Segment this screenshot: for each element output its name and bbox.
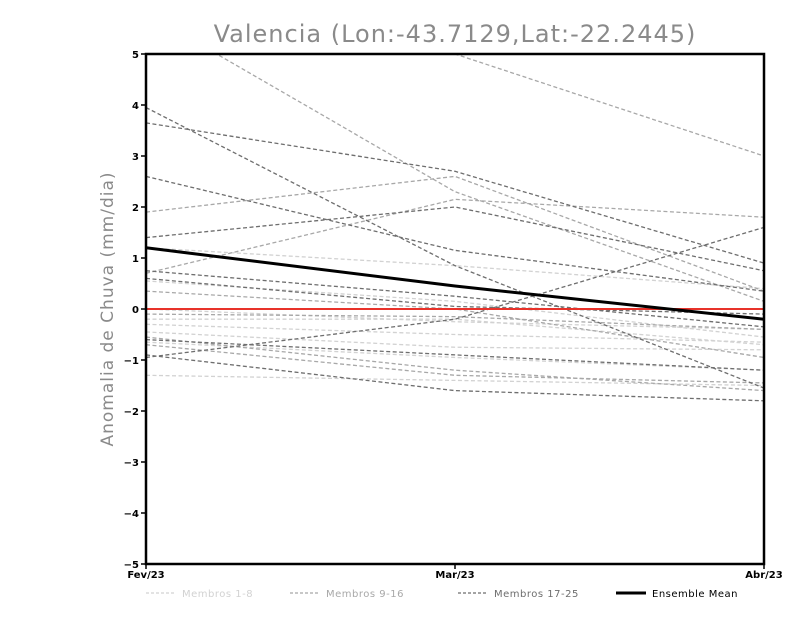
y-tick-label: 1 (132, 254, 139, 265)
legend-item: Membros 17-25 (458, 589, 579, 600)
series-line (146, 122, 764, 264)
legend-item: Ensemble Mean (616, 589, 738, 600)
y-tick-label: 5 (132, 50, 139, 61)
y-tick-label: 2 (132, 203, 139, 214)
series-line (146, 247, 764, 290)
y-tick-label: 4 (132, 101, 139, 112)
legend-label: Ensemble Mean (652, 589, 738, 600)
y-axis: 5 4 3 2 1 0 −1 −2 −3 −4 −5 (124, 50, 146, 571)
series-layer (146, 54, 764, 402)
x-tick-label: Mar/23 (435, 570, 474, 581)
series-line (146, 344, 764, 384)
x-tick-label: Fev/23 (127, 570, 164, 581)
series-line (146, 226, 764, 359)
series-line (146, 338, 764, 371)
series-line (146, 341, 764, 371)
series-line (146, 331, 764, 351)
series-line (452, 54, 764, 157)
series-line (146, 175, 764, 292)
x-tick-label: Abr/23 (745, 570, 782, 581)
series-line (146, 336, 764, 392)
legend: Membros 1-8 Membros 9-16 Membros 17-25 Ense… (146, 589, 738, 600)
series-line (146, 106, 764, 389)
y-tick-label: −3 (124, 458, 139, 469)
series-line (146, 175, 764, 292)
y-tick-label: 0 (132, 305, 139, 316)
y-axis-label: Anomalia de Chuva (mm/dia) (98, 171, 118, 446)
y-tick-label: 3 (132, 152, 139, 163)
series-line (146, 323, 764, 343)
y-tick-label: −1 (124, 356, 139, 367)
legend-label: Membros 1-8 (182, 589, 253, 600)
legend-label: Membros 17-25 (494, 589, 579, 600)
chart-title: Valencia (Lon:-43.7129,Lat:-22.2445) (214, 20, 697, 48)
legend-label: Membros 9-16 (326, 589, 404, 600)
legend-item: Membros 9-16 (290, 589, 404, 600)
series-line (146, 270, 764, 328)
series-line (146, 277, 764, 315)
series-line (146, 198, 764, 274)
series-line (146, 318, 764, 346)
y-tick-label: −5 (124, 560, 139, 571)
ensemble-mean-line (146, 246, 764, 321)
x-axis: Fev/23 Mar/23 Abr/23 (127, 564, 783, 581)
mean-layer (146, 246, 764, 321)
series-line (146, 308, 764, 331)
series-line (215, 54, 764, 302)
y-tick-label: −2 (124, 407, 139, 418)
series-line (146, 313, 764, 331)
series-line (146, 206, 764, 272)
legend-item: Membros 1-8 (146, 589, 253, 600)
y-tick-label: −4 (124, 509, 139, 520)
series-line (146, 354, 764, 402)
